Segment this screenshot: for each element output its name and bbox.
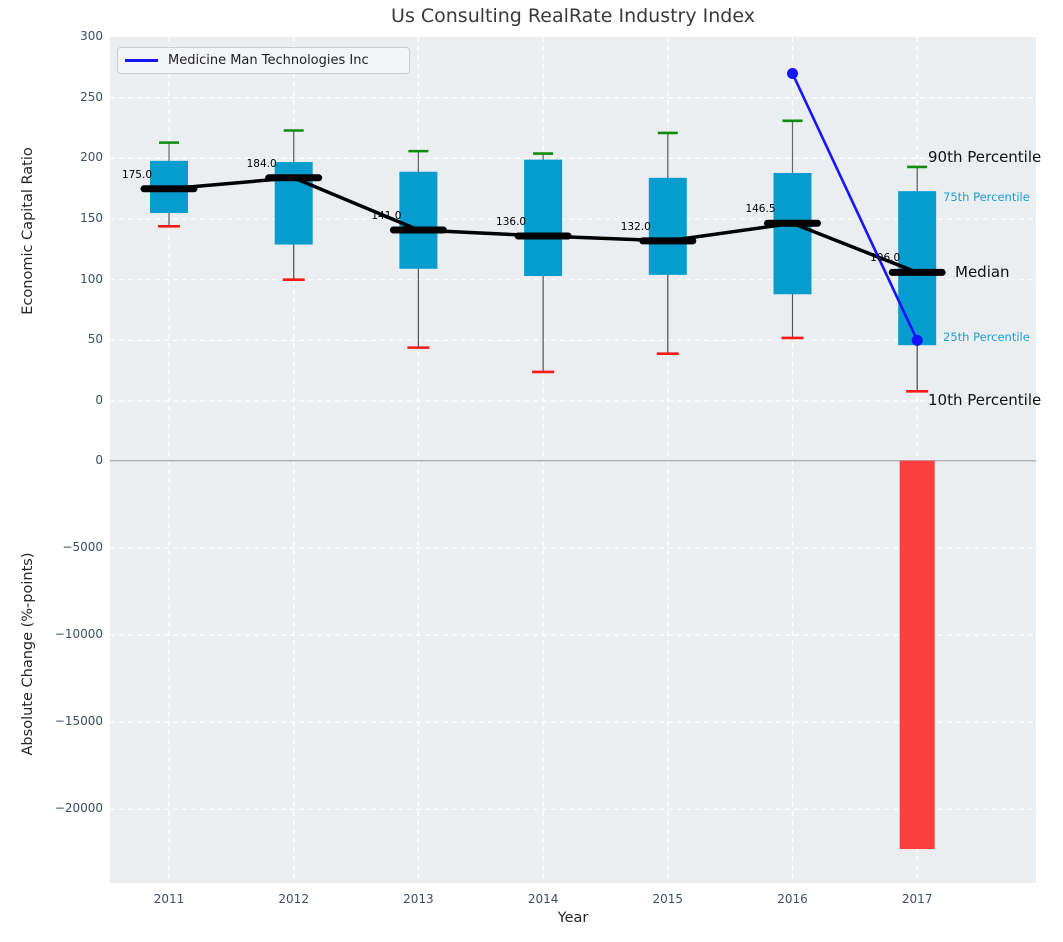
y-tick-label-100: 100 (80, 271, 103, 286)
x-tick-label-2015: 2015 (652, 892, 684, 906)
y-tick-label-250: 250 (80, 89, 103, 104)
y-tick-label-50: 50 (87, 332, 103, 347)
y-tick-label-bottom--15000: −15000 (54, 714, 103, 729)
median-annotation-2014: 136.0 (496, 216, 527, 229)
chart-title: Us Consulting RealRate Industry Index (391, 5, 755, 27)
legend: Medicine Man Technologies Inc (117, 47, 410, 74)
x-tick-label-2016: 2016 (777, 892, 808, 906)
y-tick-label-300: 300 (80, 29, 103, 44)
iqr-box-2016 (773, 172, 812, 295)
label-90th-percentile: 90th Percentile (928, 147, 1042, 166)
x-tick-label-2017: 2017 (901, 892, 933, 906)
x-axis-label: Year (557, 910, 589, 926)
x-tick-label-2014: 2014 (527, 892, 559, 906)
y-tick-label-bottom-0: 0 (95, 452, 103, 467)
label-median: Median (955, 263, 1010, 282)
company-point-2017 (911, 334, 923, 346)
y-tick-label-0: 0 (95, 393, 103, 407)
x-tick-label-2011: 2011 (153, 892, 185, 906)
company-point-2016 (787, 67, 798, 79)
iqr-box-2014 (524, 159, 563, 277)
median-annotation-2015: 132.0 (620, 220, 651, 233)
y-axis-label-top: Economic Capital Ratio (20, 147, 36, 315)
iqr-box-2015 (648, 177, 687, 275)
legend-label: Medicine Man Technologies Inc (168, 53, 369, 68)
plot-background (110, 37, 1036, 883)
median-annotation-2012: 184.0 (246, 157, 277, 170)
label-25th-percentile: 25th Percentile (943, 330, 1030, 345)
median-annotation-2017: 106.0 (870, 252, 901, 265)
label-75th-percentile: 75th Percentile (943, 190, 1030, 205)
change-bar-2017 (899, 460, 935, 850)
median-annotation-2011: 175.0 (121, 168, 152, 181)
x-tick-label-2012: 2012 (278, 892, 309, 906)
median-annotation-2013: 141.0 (371, 209, 402, 222)
y-tick-label-bottom--5000: −5000 (62, 539, 103, 554)
y-tick-label-bottom--10000: −10000 (54, 627, 103, 641)
iqr-box-2013 (399, 171, 438, 269)
legend-line-swatch (125, 59, 158, 62)
label-10th-percentile: 10th Percentile (928, 391, 1042, 410)
x-tick-label-2013: 2013 (403, 892, 434, 906)
y-tick-label-150: 150 (80, 211, 103, 226)
y-tick-label-bottom--20000: −20000 (54, 801, 103, 816)
median-annotation-2016: 146.5 (745, 203, 776, 216)
company-line (791, 72, 919, 341)
y-tick-label-200: 200 (80, 150, 103, 165)
